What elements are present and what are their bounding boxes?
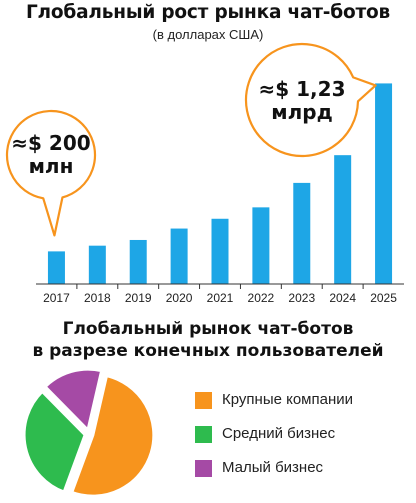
pie-chart-title: Глобальный рынок чат-ботов в разрезе кон… <box>0 318 416 362</box>
callout-bubble-2017 <box>5 109 97 237</box>
x-tick-label: 2018 <box>84 291 111 305</box>
callout-bubble-2025 <box>244 42 377 158</box>
callout-line-unit: млрд <box>271 100 333 124</box>
legend-label: Малый бизнес <box>222 459 324 476</box>
x-tick-label: 2022 <box>248 291 275 305</box>
legend-swatch <box>195 426 212 443</box>
pie-title-line: в разрезе конечных пользователей <box>32 341 384 361</box>
bar-2022 <box>252 207 270 284</box>
pie-title-line: Глобальный рынок чат-ботов <box>62 319 354 339</box>
x-tick-label: 2020 <box>166 291 193 305</box>
x-tick-label: 2017 <box>43 291 70 305</box>
x-tick-label: 2019 <box>125 291 152 305</box>
bar-2019 <box>129 239 147 284</box>
x-tick-label: 2021 <box>207 291 234 305</box>
chart-subtitle: (в долларах США) <box>152 27 264 42</box>
pie-slice-0 <box>69 373 156 498</box>
callout-line-unit: млн <box>28 154 74 178</box>
bar-2020 <box>170 228 188 284</box>
bar-2025 <box>375 83 393 285</box>
bar-2018 <box>88 245 106 284</box>
bar-2024 <box>334 155 352 284</box>
bar-2021 <box>211 218 229 284</box>
bar-2017 <box>47 251 65 284</box>
pie-slice-1 <box>22 389 87 495</box>
legend-swatch <box>195 460 212 477</box>
legend-label: Крупные компании <box>222 391 354 408</box>
callout-label-2025: ≈$ 1,23 млрд <box>250 78 354 124</box>
bar-chart: 2017 2018 2019 2020 2021 2022 2023 2024 2025 <box>5 42 404 305</box>
legend-label: Средний бизнес <box>222 425 336 442</box>
chart-title: Глобальный рост рынка чат-ботов <box>25 2 391 23</box>
legend-swatch <box>195 392 212 409</box>
callout-label-2017: ≈$ 200 млн <box>8 132 94 178</box>
callout-line-value: ≈$ 1,23 <box>258 77 346 101</box>
x-tick-label: 2025 <box>370 291 397 305</box>
pie-slice-2 <box>42 367 104 434</box>
x-tick-label: 2024 <box>329 291 356 305</box>
callout-line-value: ≈$ 200 <box>11 131 91 155</box>
bar-2023 <box>293 182 311 284</box>
x-tick-label: 2023 <box>288 291 315 305</box>
